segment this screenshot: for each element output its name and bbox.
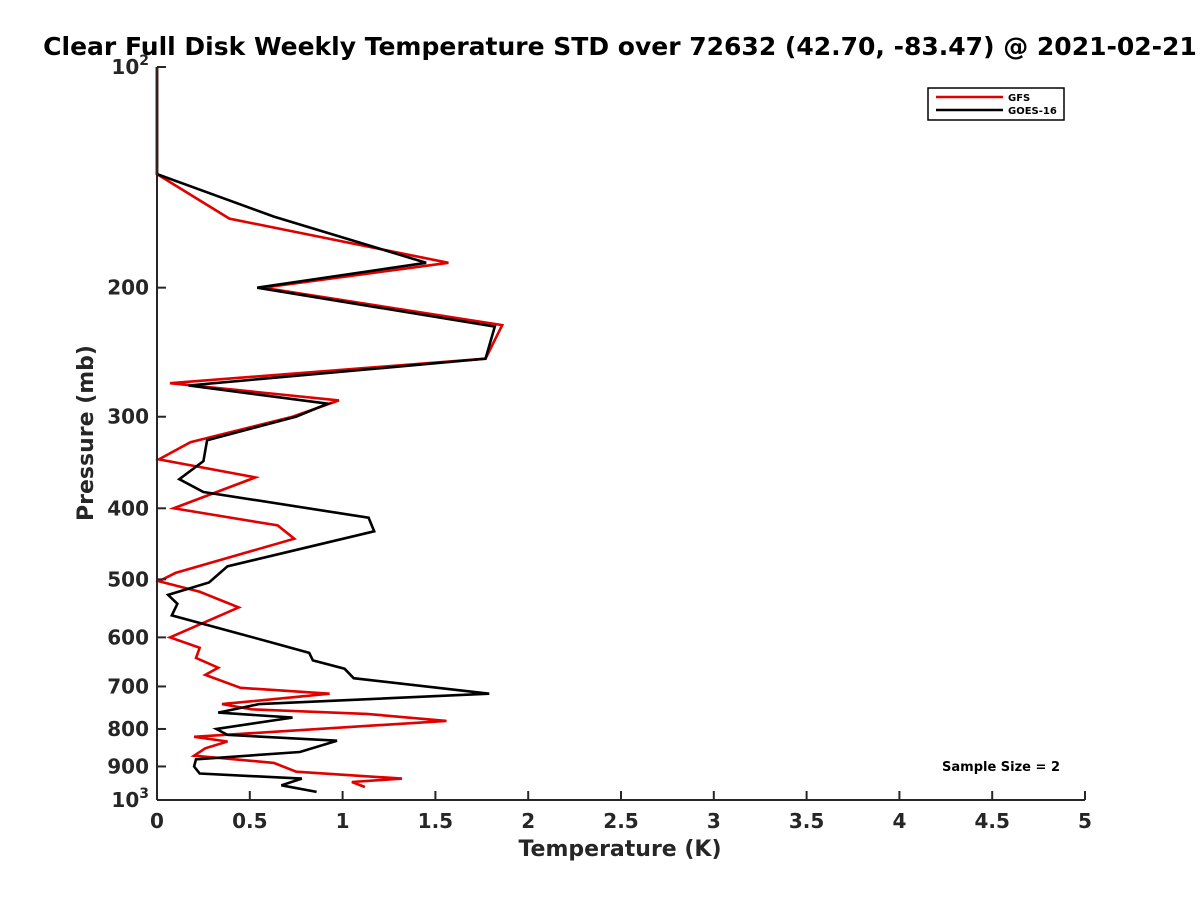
x-ticks: 0 0.5 1 1.5 2 2.5 3 3.5 4 4.5 5 <box>150 791 1092 833</box>
y-tick-label: 102 <box>111 53 149 79</box>
series-line-gfs <box>155 67 505 789</box>
y-tick-label: 700 <box>107 674 149 698</box>
x-tick-label: 0 <box>150 809 164 833</box>
x-tick-label: 3 <box>707 809 721 833</box>
y-tick-label: 103 <box>111 786 149 812</box>
y-tick-label: 400 <box>107 496 149 520</box>
x-tick-label: 3.5 <box>789 809 824 833</box>
legend-label-goes16: GOES-16 <box>1008 106 1057 117</box>
series-line-goes-16 <box>155 67 497 794</box>
legend: GFS GOES-16 <box>927 87 1065 121</box>
y-tick-label: 800 <box>107 717 149 741</box>
legend-box <box>927 87 1065 121</box>
y-tick-label: 900 <box>107 754 149 778</box>
y-tick-label: 600 <box>107 625 149 649</box>
x-tick-label: 5 <box>1078 809 1092 833</box>
y-axis-label: Pressure (mb) <box>74 345 99 521</box>
x-axis-label: Temperature (K) <box>518 837 721 862</box>
series-layer <box>155 67 505 794</box>
y-ticks: 102 200 300 400 500 600 700 800 900 103 <box>107 53 166 812</box>
x-tick-label: 2 <box>521 809 535 833</box>
x-tick-label: 2.5 <box>603 809 638 833</box>
x-tick-label: 4.5 <box>974 809 1009 833</box>
x-tick-label: 0.5 <box>232 809 267 833</box>
x-tick-label: 1 <box>336 809 350 833</box>
legend-label-gfs: GFS <box>1008 93 1030 104</box>
x-tick-label: 1.5 <box>418 809 453 833</box>
y-tick-label: 500 <box>107 567 149 591</box>
sample-size-annotation: Sample Size = 2 <box>942 760 1060 775</box>
x-tick-label: 4 <box>892 809 906 833</box>
y-tick-label: 200 <box>107 276 149 300</box>
chart-title: Clear Full Disk Weekly Temperature STD o… <box>43 32 1197 61</box>
y-tick-label: 300 <box>107 405 149 429</box>
